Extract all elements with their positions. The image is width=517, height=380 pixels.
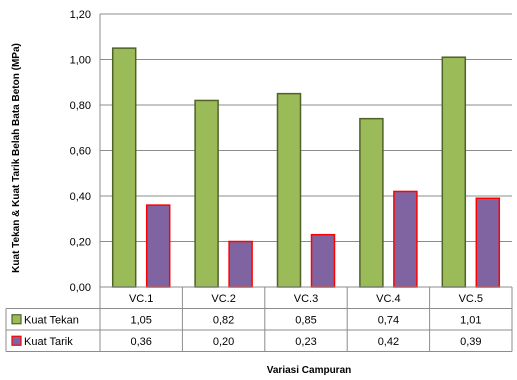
x-axis-title: Variasi Campuran bbox=[267, 365, 351, 376]
y-axis-title: Kuat Tekan & Kuat Tarik Belah Bata Beton… bbox=[11, 43, 22, 273]
legend-swatch-kuat-tarik bbox=[11, 335, 22, 346]
bar-kuat-tarik-vc1 bbox=[145, 204, 171, 288]
legend-label-kuat-tarik: Kuat Tarik bbox=[24, 336, 73, 348]
data-label-kuat-tarik: 0,23 bbox=[295, 336, 316, 348]
y-tick-label: 0,20 bbox=[70, 237, 91, 249]
data-label-kuat-tarik: 0,39 bbox=[460, 336, 481, 348]
data-label-kuat-tarik: 0,36 bbox=[130, 336, 151, 348]
bar-kuat-tarik-vc5 bbox=[475, 197, 501, 288]
data-label-kuat-tarik: 0,42 bbox=[378, 336, 399, 348]
bar-kuat-tekan-vc4 bbox=[359, 117, 384, 288]
data-table: VC.1 VC.2 VC.3 VC.4 VC.5 Kuat Tekan 1,05 0,82 0,… bbox=[5, 286, 513, 352]
bar-kuat-tarik-vc4 bbox=[393, 190, 418, 288]
y-tick-label: 1,00 bbox=[70, 55, 91, 67]
x-tick-label: VC.5 bbox=[459, 293, 483, 305]
bar-kuat-tarik-vc2 bbox=[228, 240, 253, 288]
legend-label-kuat-tekan: Kuat Tekan bbox=[24, 314, 79, 326]
x-tick-label: VC.3 bbox=[294, 293, 318, 305]
data-label-kuat-tekan: 0,82 bbox=[213, 314, 234, 326]
data-label-kuat-tarik: 0,20 bbox=[213, 336, 234, 348]
y-tick-label: 0,40 bbox=[70, 191, 91, 203]
x-tick-label: VC.2 bbox=[211, 293, 235, 305]
data-label-kuat-tekan: 1,01 bbox=[460, 314, 481, 326]
x-tick-label: VC.4 bbox=[376, 293, 400, 305]
data-label-kuat-tekan: 0,74 bbox=[378, 314, 399, 326]
bars bbox=[111, 47, 501, 288]
y-tick-label: 0,80 bbox=[70, 100, 91, 112]
y-tick-label: 1,20 bbox=[70, 9, 91, 21]
y-tick-label: 0,60 bbox=[70, 146, 91, 158]
data-label-kuat-tekan: 0,85 bbox=[295, 314, 316, 326]
bar-kuat-tekan-vc5 bbox=[441, 56, 467, 288]
y-axis-ticks: 0,00 0,20 0,40 0,60 0,80 1,00 1,20 bbox=[70, 9, 91, 294]
y-tick-label: 0,00 bbox=[70, 282, 91, 294]
bar-kuat-tekan-vc1 bbox=[111, 47, 137, 288]
legend-swatch-kuat-tekan bbox=[11, 314, 22, 325]
data-label-kuat-tekan: 1,05 bbox=[130, 314, 151, 326]
bar-kuat-tekan-vc2 bbox=[194, 99, 219, 288]
bar-kuat-tarik-vc3 bbox=[310, 233, 336, 288]
x-tick-label: VC.1 bbox=[129, 293, 153, 305]
bar-kuat-tekan-vc3 bbox=[276, 92, 302, 288]
